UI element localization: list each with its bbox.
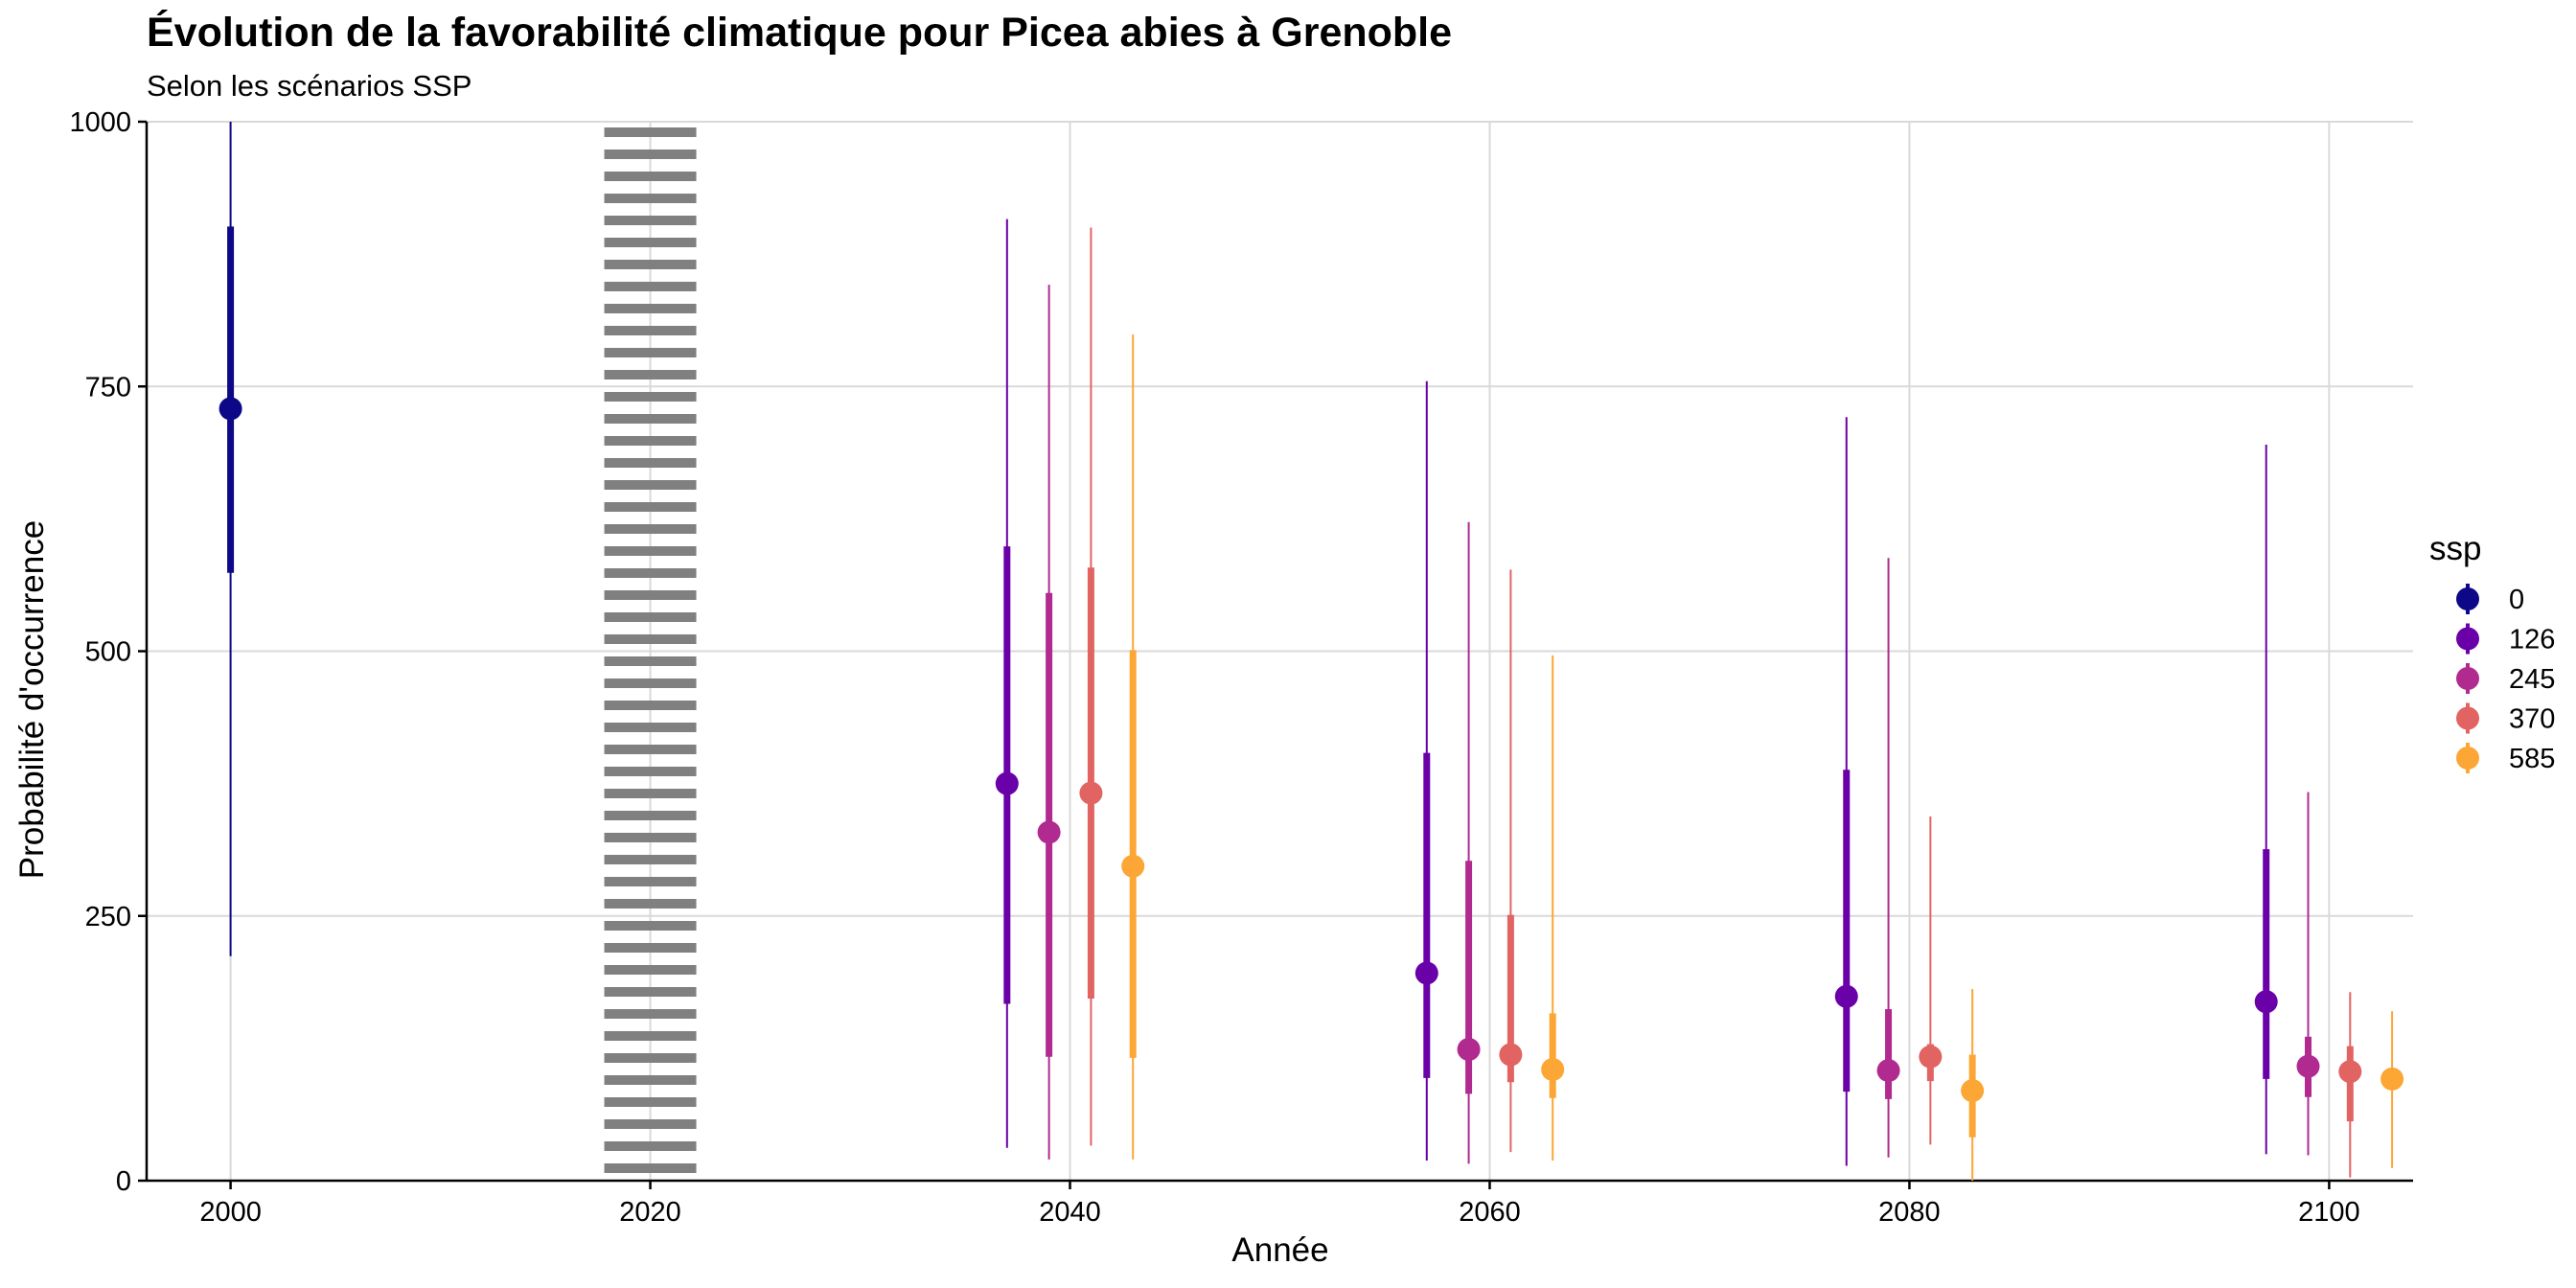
median-point-ssp-370 [1499, 1043, 1523, 1067]
legend-key-point-ssp-585 [2456, 747, 2479, 770]
y-tick-label: 0 [116, 1166, 131, 1197]
legend-key-point-ssp-370 [2456, 706, 2479, 730]
legend-label-ssp-0: 0 [2509, 585, 2524, 615]
legend: ssp 0 126 245 370 585 [2429, 530, 2555, 774]
median-point-ssp-585 [1961, 1079, 1985, 1103]
x-tick-label: 2020 [619, 1197, 681, 1228]
legend-key-point-ssp-245 [2456, 667, 2479, 690]
data-marks [218, 122, 2404, 1181]
median-point-ssp-126 [995, 771, 1019, 795]
x-tick-label: 2040 [1039, 1197, 1101, 1228]
median-point-ssp-370 [1079, 781, 1103, 805]
legend-key-point-ssp-0 [2456, 587, 2479, 610]
y-tick-label: 750 [85, 372, 131, 402]
chart-title: Évolution de la favorabilité climatique … [147, 10, 1452, 56]
legend-label-ssp-126: 126 [2509, 625, 2555, 656]
median-point-ssp-585 [1121, 854, 1145, 878]
median-point-ssp-370 [2338, 1060, 2362, 1084]
median-point-ssp-245 [1876, 1059, 1900, 1083]
legend-label-ssp-245: 245 [2509, 664, 2555, 695]
median-point-ssp-370 [1919, 1045, 1943, 1069]
median-point-ssp-0 [218, 397, 242, 421]
median-point-ssp-126 [1834, 984, 1858, 1008]
legend-title: ssp [2429, 530, 2481, 567]
x-tick-label: 2080 [1878, 1197, 1941, 1228]
chart-subtitle: Selon les scénarios SSP [147, 69, 472, 103]
legend-key-point-ssp-126 [2456, 627, 2479, 651]
y-tick-label: 500 [85, 637, 131, 668]
median-point-ssp-585 [1541, 1057, 1565, 1081]
median-point-ssp-585 [2380, 1067, 2404, 1091]
y-axis-label: Probabilité d'occurrence [13, 520, 51, 879]
median-point-ssp-245 [1457, 1037, 1481, 1061]
x-tick-label: 2000 [199, 1197, 262, 1228]
median-point-ssp-126 [2254, 990, 2278, 1014]
legend-label-ssp-585: 585 [2509, 744, 2555, 774]
median-point-ssp-245 [2296, 1054, 2320, 1078]
y-tick-label: 250 [85, 902, 131, 932]
grid [147, 121, 2413, 1182]
y-tick-label: 1000 [69, 107, 131, 138]
median-point-ssp-126 [1414, 961, 1438, 985]
x-tick-label: 2060 [1459, 1197, 1521, 1228]
legend-label-ssp-370: 370 [2509, 704, 2555, 735]
x-axis-label: Année [1231, 1231, 1328, 1269]
median-point-ssp-245 [1037, 820, 1061, 844]
x-tick-label: 2100 [2298, 1197, 2360, 1228]
axes: 0 250 500 750 1000 2000 2020 2040 2060 2080 2100 [69, 107, 2413, 1228]
